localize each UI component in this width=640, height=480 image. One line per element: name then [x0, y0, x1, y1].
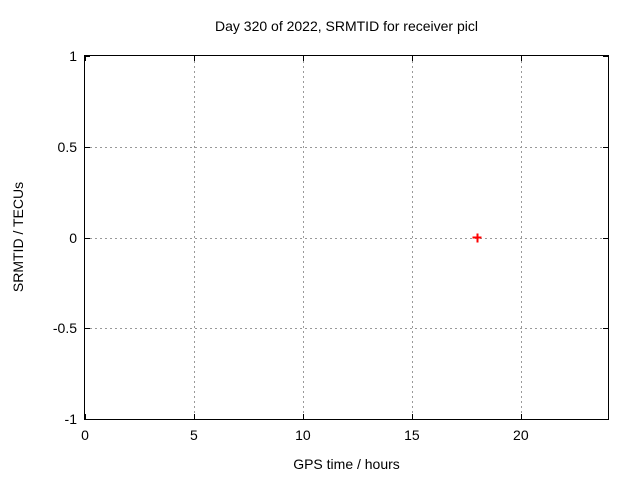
data-point-marker — [472, 233, 482, 242]
x-axis-label: GPS time / hours — [293, 456, 400, 472]
x-tick-top — [411, 56, 413, 61]
y-axis-label: SRMTID / TECUs — [10, 181, 26, 293]
y-gridline — [85, 146, 608, 148]
y-tick-left — [85, 56, 90, 57]
x-tick-label: 20 — [513, 427, 529, 443]
y-tick-left — [85, 146, 90, 148]
x-tick-label: 0 — [81, 427, 89, 443]
x-tick-top — [85, 56, 86, 61]
y-gridline — [85, 237, 608, 239]
y-tick-right — [603, 328, 608, 330]
y-tick-left — [85, 237, 90, 239]
y-tick-right — [603, 237, 608, 239]
x-tick-bottom — [302, 414, 304, 419]
x-tick-bottom — [85, 414, 86, 419]
marker-vbar — [476, 233, 479, 242]
y-tick-right — [603, 56, 608, 57]
y-tick-label: -1 — [64, 411, 77, 427]
x-tick-label: 10 — [295, 427, 311, 443]
y-tick-right — [603, 419, 608, 420]
chart-title: Day 320 of 2022, SRMTID for receiver pic… — [215, 18, 478, 34]
x-tick-top — [520, 56, 522, 61]
y-tick-left — [85, 419, 90, 420]
x-tick-bottom — [193, 414, 195, 419]
x-tick-bottom — [520, 414, 522, 419]
x-tick-label: 15 — [404, 427, 420, 443]
x-tick-top — [193, 56, 195, 61]
y-tick-left — [85, 328, 90, 330]
x-tick-label: 5 — [190, 427, 198, 443]
plot-area: 0 5 10 15 20 -1 -0.5 0 0.5 1 — [53, 48, 609, 443]
y-tick-label: 1 — [69, 48, 77, 64]
x-tick-top — [302, 56, 304, 61]
y-tick-label: -0.5 — [52, 320, 77, 337]
y-tick-label: 0.5 — [57, 138, 77, 155]
y-gridline — [85, 328, 608, 330]
y-tick-label: 0 — [69, 229, 77, 246]
x-tick-bottom — [411, 414, 413, 419]
y-tick-right — [603, 146, 608, 148]
